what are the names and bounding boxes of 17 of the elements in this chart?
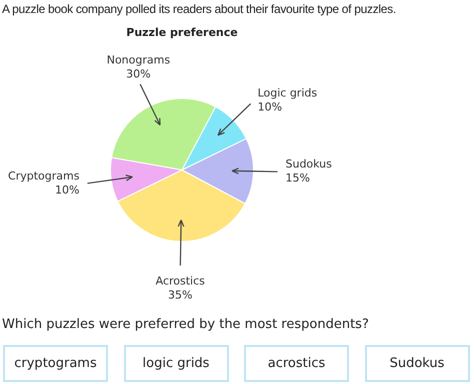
slice-label: Sudokus [285, 158, 332, 171]
text: cryptograms [3, 345, 108, 382]
chart-title: Puzzle preference [125, 26, 239, 39]
text: logic grids [124, 345, 228, 382]
text: Which puzzles were preferred by the most respondents? [2, 317, 369, 332]
data-label: 10% [55, 184, 80, 197]
text: acrostics [244, 345, 349, 382]
data-label: 30% [126, 67, 151, 80]
slice-label: Acrostics [156, 274, 206, 288]
data-label: 35% [168, 288, 192, 302]
slice-label: Cryptograms [8, 170, 80, 183]
slice-label: Nonograms [106, 53, 170, 66]
slice-label: Logic grids [258, 86, 318, 100]
text: Sudokus [364, 345, 470, 382]
data-label: 10% [258, 100, 282, 114]
text: A puzzle book company polled its readers about their favourite type of puzzles. [2, 2, 396, 16]
data-label: 15% [285, 172, 310, 185]
